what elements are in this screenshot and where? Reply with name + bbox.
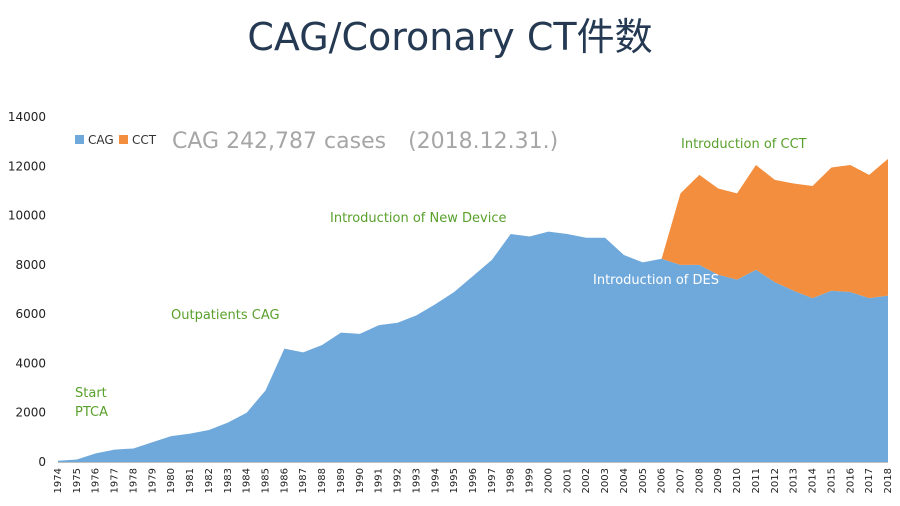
y-tick-label: 0 <box>38 455 46 469</box>
x-tick-label: 1977 <box>110 468 121 493</box>
x-tick-label: 1976 <box>91 468 102 493</box>
annotation-ptca: PTCA <box>75 405 108 420</box>
y-tick-label: 4000 <box>15 356 46 370</box>
annotation-cct: Introduction of CCT <box>681 137 807 152</box>
x-tick-label: 2006 <box>657 468 668 493</box>
chart-title: CAG/Coronary CT件数 <box>247 15 653 59</box>
x-tick-label: 1999 <box>525 468 536 493</box>
x-tick-label: 2017 <box>864 468 875 493</box>
annotation-start: Start <box>75 386 107 401</box>
area-series-cct <box>661 158 888 299</box>
x-tick-label: 2015 <box>826 468 837 493</box>
x-tick-label: 1993 <box>411 468 422 493</box>
annotation-outpatients-cag: Outpatients CAG <box>171 308 280 323</box>
x-tick-label: 1974 <box>53 468 64 493</box>
annotations: CAG 242,787 cases (2018.12.31.) Start PTCA… <box>75 129 807 420</box>
x-tick-label: 1986 <box>279 468 290 493</box>
y-tick-label: 6000 <box>15 307 46 321</box>
x-tick-label: 1992 <box>393 468 404 493</box>
x-tick-label: 2005 <box>638 468 649 493</box>
x-tick-label: 1991 <box>374 468 385 493</box>
annotation-new-device: Introduction of New Device <box>330 211 506 226</box>
y-tick-label: 2000 <box>15 406 46 420</box>
summary-text: CAG 242,787 cases (2018.12.31.) <box>172 129 558 154</box>
x-tick-label: 1983 <box>223 468 234 493</box>
chart-areas <box>58 158 888 462</box>
y-tick-label: 14000 <box>8 110 46 124</box>
x-tick-label: 2013 <box>789 468 800 493</box>
x-tick-label: 1984 <box>242 468 253 493</box>
y-tick-label: 8000 <box>15 258 46 272</box>
x-tick-label: 2012 <box>770 468 781 493</box>
x-tick-label: 1987 <box>298 468 309 493</box>
x-tick-label: 2007 <box>676 468 687 493</box>
x-tick-label: 2018 <box>883 468 894 493</box>
x-tick-label: 1981 <box>185 468 196 493</box>
x-tick-label: 1979 <box>147 468 158 493</box>
legend-label-cag: CAG <box>88 133 114 147</box>
x-tick-label: 2000 <box>543 468 554 493</box>
y-tick-label: 12000 <box>8 159 46 173</box>
annotation-des: Introduction of DES <box>593 273 719 288</box>
x-tick-label: 2009 <box>713 468 724 493</box>
x-tick-label: 2008 <box>694 468 705 493</box>
x-tick-label: 2001 <box>562 468 573 493</box>
x-tick-label: 1998 <box>506 468 517 493</box>
legend-label-cct: CCT <box>132 133 157 147</box>
x-tick-label: 1989 <box>336 468 347 493</box>
legend-swatch-cag <box>75 135 84 144</box>
x-axis: 1974 1975 1976 1977 1978 1979 1980 1981 1982 1983… <box>53 462 894 493</box>
x-tick-label: 2011 <box>751 468 762 493</box>
area-series-cag <box>58 231 888 462</box>
x-tick-label: 1997 <box>487 468 498 493</box>
legend-swatch-cct <box>119 135 128 144</box>
x-tick-label: 1982 <box>204 468 215 493</box>
y-axis: 0 2000 4000 6000 8000 10000 12000 14000 <box>8 110 46 469</box>
x-tick-label: 1996 <box>468 468 479 493</box>
x-tick-label: 2002 <box>581 468 592 493</box>
x-tick-label: 1975 <box>72 468 83 493</box>
x-tick-label: 1995 <box>449 468 460 493</box>
y-tick-label: 10000 <box>8 209 46 223</box>
x-tick-label: 1980 <box>166 468 177 493</box>
x-tick-label: 1985 <box>261 468 272 493</box>
x-tick-label: 1990 <box>355 468 366 493</box>
x-tick-label: 1988 <box>317 468 328 493</box>
x-tick-label: 2014 <box>808 468 819 493</box>
x-tick-label: 2010 <box>732 468 743 493</box>
x-tick-label: 1994 <box>430 468 441 493</box>
x-tick-label: 2004 <box>619 468 630 493</box>
legend: CAG CCT <box>75 133 157 147</box>
x-tick-label: 2003 <box>600 468 611 493</box>
x-tick-label: 2016 <box>845 468 856 493</box>
x-tick-label: 1978 <box>128 468 139 493</box>
